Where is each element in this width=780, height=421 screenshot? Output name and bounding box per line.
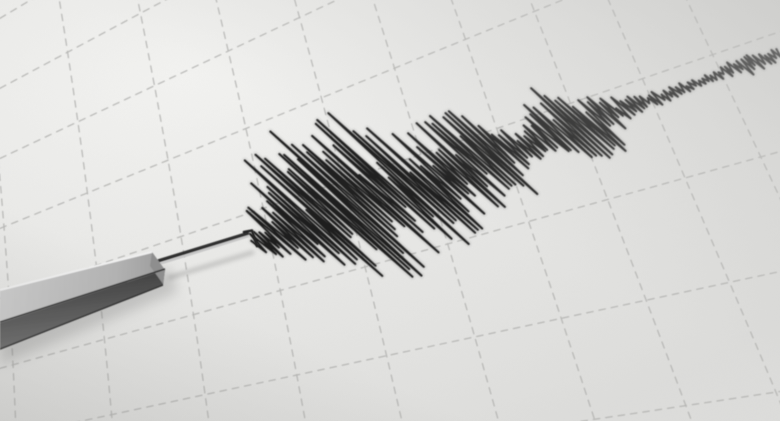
vignette-bottom-left — [0, 0, 780, 421]
seismograph-photo — [0, 0, 780, 421]
seismograph-scene — [0, 0, 780, 421]
